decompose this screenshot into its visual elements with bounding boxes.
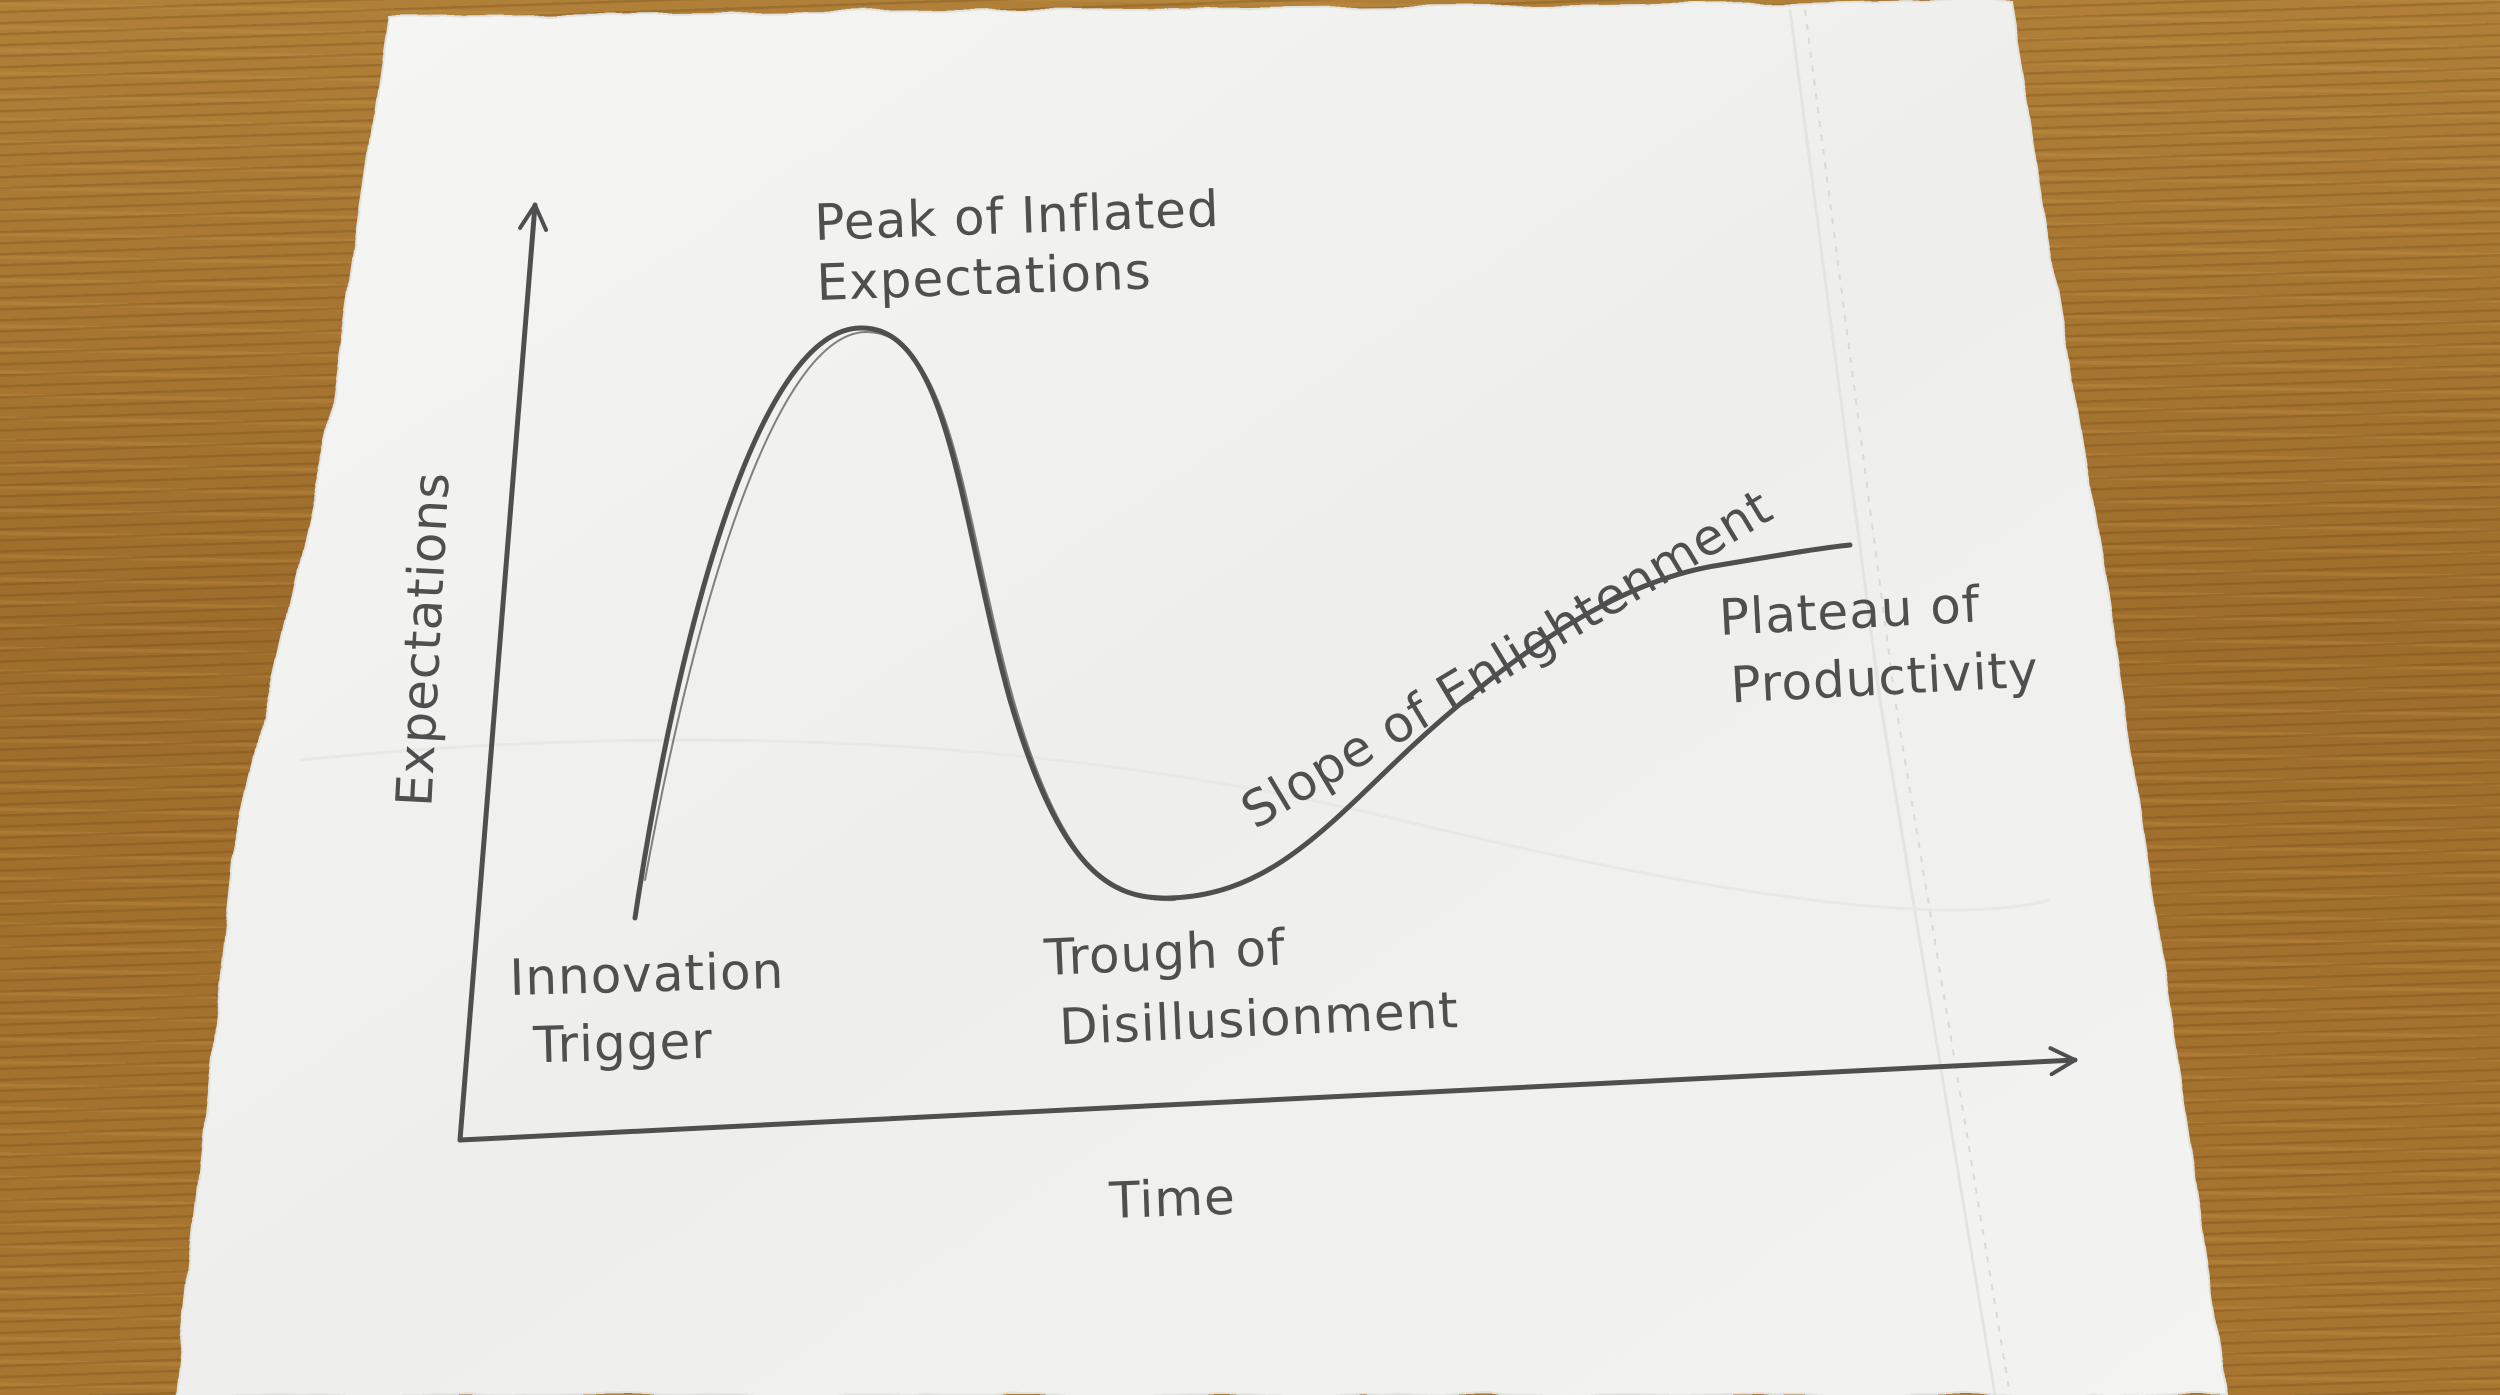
x-axis [457, 1046, 2078, 1143]
peak-line-1: Peak of Inflated [813, 180, 1220, 252]
plateau-line-1: Plateau of [1718, 575, 1983, 647]
label-peak: Peak of Inflated Expectations [813, 180, 1220, 312]
napkin [173, 0, 2230, 1395]
hype-curve [632, 325, 1853, 921]
napkin-fold [1788, 9, 1997, 1395]
innovation-trigger-line-1: Innovation [509, 942, 785, 1007]
trough-line-1: Trough of [1042, 918, 1287, 987]
label-innovation-trigger: Innovation Trigger [509, 942, 785, 1075]
innovation-trigger-line-2: Trigger [532, 1012, 714, 1075]
x-axis-label: Time [1107, 1168, 1236, 1230]
napkin-crease [299, 738, 2051, 912]
y-axis [457, 202, 549, 1143]
napkin-stitch [1804, 9, 2011, 1395]
peak-line-2: Expectations [815, 242, 1152, 312]
axes [457, 202, 2078, 1143]
hype-curve-overstroke [644, 330, 1176, 902]
